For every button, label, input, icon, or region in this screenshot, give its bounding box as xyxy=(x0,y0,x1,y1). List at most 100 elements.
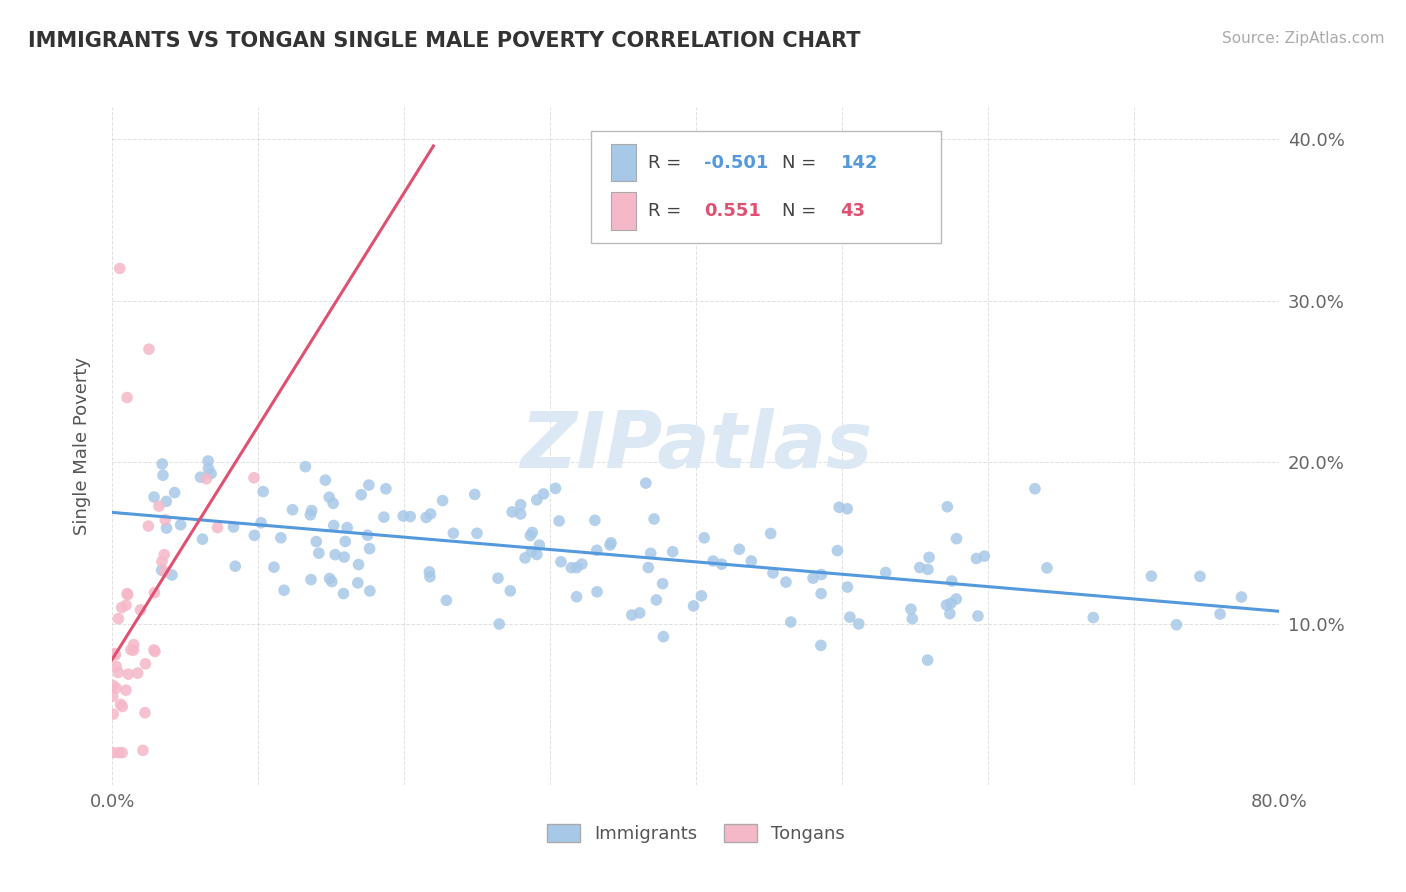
Point xyxy=(105,681,128,695)
Point xyxy=(152,468,174,483)
Point xyxy=(104,647,127,661)
Point xyxy=(110,698,132,712)
Point xyxy=(620,608,643,623)
Point xyxy=(143,585,166,599)
Point xyxy=(122,638,145,652)
Point xyxy=(333,549,356,564)
Point xyxy=(571,557,593,571)
Point xyxy=(544,482,567,496)
Point xyxy=(143,490,166,504)
Point xyxy=(529,538,551,552)
Point xyxy=(628,606,651,620)
Point xyxy=(533,487,555,501)
Point xyxy=(509,507,531,521)
Point xyxy=(163,485,186,500)
Point xyxy=(441,526,464,541)
Point xyxy=(585,543,607,558)
Point xyxy=(318,490,340,504)
Point xyxy=(359,584,381,599)
Point xyxy=(117,667,139,681)
Point xyxy=(243,528,266,542)
Point xyxy=(115,391,138,405)
Point xyxy=(837,501,859,516)
Point xyxy=(252,484,274,499)
Point xyxy=(917,653,939,667)
Point xyxy=(810,638,832,652)
Point xyxy=(565,590,588,604)
Point xyxy=(501,505,523,519)
Point xyxy=(1166,617,1188,632)
Point xyxy=(828,500,851,515)
Point xyxy=(129,603,152,617)
Point xyxy=(661,545,683,559)
Point xyxy=(299,508,322,522)
Point xyxy=(127,666,149,681)
Y-axis label: Single Male Poverty: Single Male Poverty xyxy=(73,357,91,535)
Point xyxy=(486,571,509,585)
Point xyxy=(779,615,801,629)
FancyBboxPatch shape xyxy=(610,192,637,229)
Point xyxy=(294,459,316,474)
Point xyxy=(115,598,138,612)
Point xyxy=(838,610,860,624)
Point xyxy=(120,643,142,657)
Point xyxy=(321,574,343,589)
Point xyxy=(827,543,849,558)
Point xyxy=(308,546,330,560)
Point xyxy=(522,525,544,540)
Point xyxy=(107,665,129,680)
Point xyxy=(939,596,962,610)
Point xyxy=(682,599,704,613)
Point xyxy=(465,526,488,541)
Point xyxy=(105,659,128,673)
Point xyxy=(301,503,323,517)
Point xyxy=(108,261,131,276)
Point xyxy=(134,657,156,671)
Point xyxy=(415,510,437,524)
Point xyxy=(1140,569,1163,583)
Point xyxy=(332,586,354,600)
Point xyxy=(190,470,212,484)
Point xyxy=(1083,610,1105,624)
Point xyxy=(434,593,457,607)
Point xyxy=(153,548,176,562)
Point xyxy=(374,482,396,496)
Point xyxy=(336,521,359,535)
Point xyxy=(111,746,134,760)
Text: Source: ZipAtlas.com: Source: ZipAtlas.com xyxy=(1222,31,1385,46)
Text: N =: N = xyxy=(782,153,823,171)
Point xyxy=(263,560,285,574)
Point xyxy=(150,555,173,569)
Point xyxy=(513,550,536,565)
Point xyxy=(1230,590,1253,604)
Point xyxy=(111,699,134,714)
Point xyxy=(973,549,995,563)
Point xyxy=(1024,482,1046,496)
Point xyxy=(418,565,440,579)
Point xyxy=(759,526,782,541)
Point xyxy=(945,532,967,546)
Point xyxy=(224,559,246,574)
Point xyxy=(509,498,531,512)
Point xyxy=(107,746,129,760)
Point xyxy=(155,521,177,535)
Point xyxy=(132,743,155,757)
Text: R =: R = xyxy=(648,153,688,171)
Point xyxy=(419,570,441,584)
Point xyxy=(690,589,713,603)
Point xyxy=(939,607,962,621)
Point xyxy=(243,471,266,485)
Point xyxy=(346,575,368,590)
Point xyxy=(600,536,623,550)
Point xyxy=(710,558,733,572)
Point xyxy=(322,496,344,510)
Point xyxy=(634,476,657,491)
Point xyxy=(200,467,222,481)
FancyBboxPatch shape xyxy=(610,144,637,181)
Point xyxy=(901,612,924,626)
Point xyxy=(318,572,340,586)
Point xyxy=(150,563,173,577)
Point xyxy=(122,643,145,657)
Point xyxy=(775,575,797,590)
Point xyxy=(945,591,967,606)
